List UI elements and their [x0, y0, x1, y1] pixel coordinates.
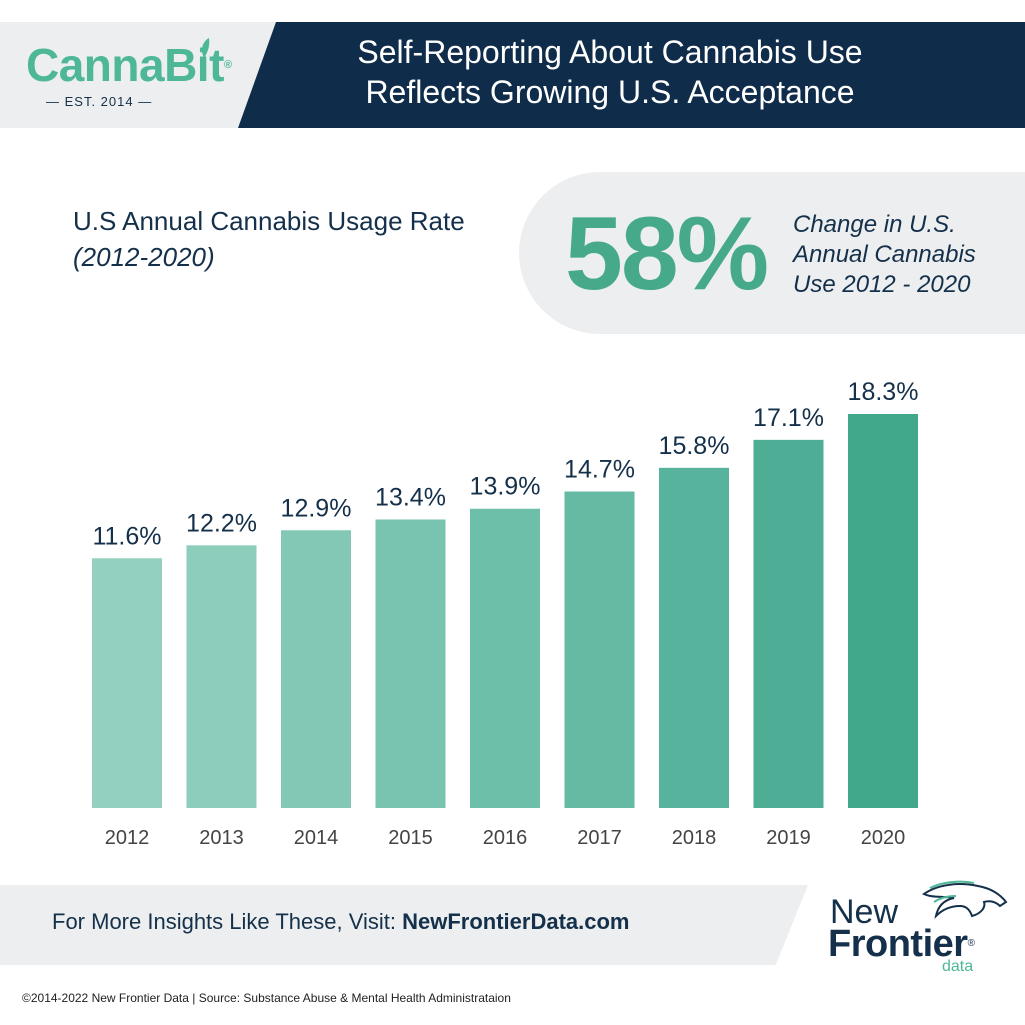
category-label-2017: 2017: [577, 827, 622, 849]
bar-2015: [375, 519, 446, 808]
bar-2017: [564, 491, 635, 808]
value-label-2017: 14.7%: [564, 456, 635, 484]
footer-cta: For More Insights Like These, Visit: New…: [52, 909, 630, 935]
value-label-2014: 12.9%: [281, 494, 352, 522]
category-label-2015: 2015: [388, 827, 433, 849]
change-callout: 58% Change in U.S. Annual Cannabis Use 2…: [519, 172, 1025, 334]
logo-established: — EST. 2014 —: [46, 94, 153, 109]
callout-line-1: Change in U.S.: [793, 211, 956, 238]
value-label-2013: 12.2%: [186, 509, 257, 537]
category-label-2018: 2018: [672, 827, 717, 849]
bar-2013: [186, 545, 257, 808]
value-label-2012: 11.6%: [92, 522, 161, 550]
category-label-2016: 2016: [483, 827, 528, 849]
footer-cta-prefix: For More Insights Like These, Visit:: [52, 909, 403, 934]
category-label-2020: 2020: [861, 827, 906, 849]
value-label-2019: 17.1%: [753, 404, 824, 432]
category-label-2013: 2013: [199, 827, 244, 849]
logo-wordmark: CannaBit: [26, 39, 224, 91]
logo-registered-mark: ®: [223, 59, 232, 71]
brand-new: New: [830, 893, 899, 931]
bar-2019: [753, 439, 824, 808]
brand-data: data: [942, 958, 974, 975]
copyright-source: ©2014-2022 New Frontier Data | Source: S…: [22, 991, 511, 1005]
page-title: Self-Reporting About Cannabis Use Reflec…: [300, 32, 920, 112]
callout-value: 58%: [565, 196, 769, 312]
chart-title: U.S Annual Cannabis Usage Rate: [73, 206, 465, 236]
category-label-2019: 2019: [766, 827, 811, 849]
footer-website-link[interactable]: NewFrontierData.com: [402, 909, 630, 934]
page-title-line-2: Reflects Growing U.S. Acceptance: [365, 74, 855, 110]
bar-2014: [281, 530, 351, 808]
bar-2020: [848, 414, 918, 808]
page-title-line-1: Self-Reporting About Cannabis Use: [357, 34, 863, 70]
leaf-icon: [201, 38, 210, 58]
brand-frontier-wrap: Frontier®: [828, 923, 975, 965]
cannabit-logo: CannaBit® — EST. 2014 —: [26, 38, 240, 114]
value-label-2015: 13.4%: [375, 483, 446, 511]
usage-bar-chart: 11.6% 2012 12.2% 2013 12.9% 2014 13.4% 2015 13.9…: [92, 378, 919, 849]
category-label-2014: 2014: [294, 827, 339, 849]
value-label-2020: 18.3%: [848, 378, 919, 406]
bar-2018: [659, 467, 729, 808]
brand-registered-mark: ®: [967, 938, 975, 949]
value-label-2018: 15.8%: [659, 432, 730, 460]
callout-line-3: Use 2012 - 2020: [793, 271, 971, 298]
footer-band: [0, 885, 808, 965]
value-label-2016: 13.9%: [470, 473, 541, 501]
callout-description: Change in U.S. Annual Cannabis Use 2012 …: [793, 210, 1018, 300]
header-title-panel: [238, 22, 1025, 128]
horse-head-icon: [922, 880, 1008, 920]
category-label-2012: 2012: [105, 827, 150, 849]
bar-2016: [470, 508, 540, 808]
brand-frontier: Frontier: [828, 923, 968, 965]
chart-period: (2012-2020): [73, 242, 215, 272]
callout-line-2: Annual Cannabis: [793, 241, 976, 268]
new-frontier-logo: New Frontier® data: [826, 880, 1011, 980]
bar-2012: [92, 558, 162, 808]
